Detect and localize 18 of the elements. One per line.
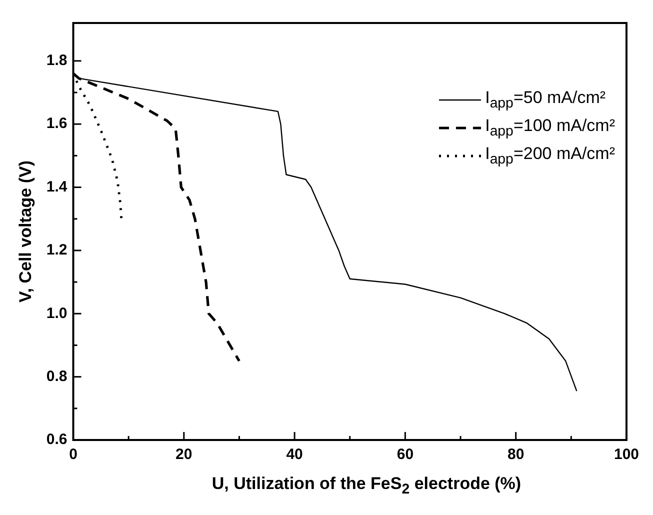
x-tick-label: 0 (69, 446, 78, 464)
x-axis-title: U, Utilization of the FeS$_{2}$ electrode (%) (210, 474, 522, 498)
x-tick-label: 80 (507, 446, 524, 464)
y-tick-label: 1.0 (46, 304, 68, 322)
x-tick-label: 40 (286, 446, 303, 464)
y-tick-label: 0.8 (46, 368, 68, 385)
y-tick-label: 1.4 (46, 178, 68, 196)
y-tick-label: 1.6 (46, 115, 68, 132)
y-tick-label: 1.2 (46, 242, 68, 259)
x-tick-label: 20 (176, 446, 192, 464)
legend-label: I$_{app}$=100 mA/cm² (485, 116, 615, 140)
y-tick-label: 1.8 (46, 52, 68, 70)
x-tick-label: 100 (614, 446, 639, 464)
legend-label: I$_{app}$=200 mA/cm² (485, 144, 615, 168)
y-axis-title: V, Cell voltage (V) (16, 160, 35, 303)
x-tick-label: 60 (396, 446, 414, 464)
y-tick-label: 0.6 (46, 431, 68, 448)
legend-label: I$_{app}$=50 mA/cm² (485, 88, 606, 112)
